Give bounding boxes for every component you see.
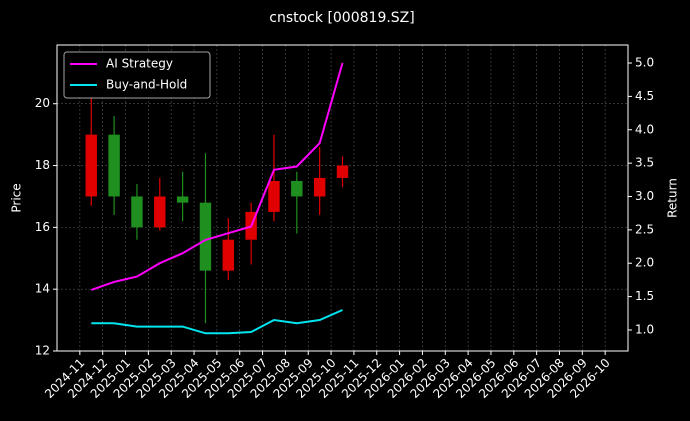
y2-tick-label: 5.0 xyxy=(635,56,654,70)
legend-label: Buy-and-Hold xyxy=(106,78,187,92)
candle-body xyxy=(176,196,189,203)
legend: AI Strategy Buy-and-Hold xyxy=(63,51,211,99)
legend-box xyxy=(63,51,211,99)
y2-tick-label: 3.0 xyxy=(635,189,654,203)
chart-title: cnstock [000819.SZ] xyxy=(269,10,414,26)
y-tick-label: 12 xyxy=(35,344,50,358)
y2-tick-label: 2.0 xyxy=(635,256,654,270)
plot-frame xyxy=(56,44,629,352)
candle-body xyxy=(199,202,212,271)
candle-body xyxy=(85,134,97,197)
candle-body xyxy=(268,181,280,212)
y-tick-label: 14 xyxy=(35,282,50,296)
candle-body xyxy=(222,239,235,271)
candle-body xyxy=(336,165,349,178)
y2-axis-label: Return xyxy=(666,178,680,218)
y-axis-label: Price xyxy=(10,183,24,212)
line-series xyxy=(90,62,344,291)
y2-tick-label: 4.0 xyxy=(635,122,654,136)
candle-body xyxy=(154,196,166,228)
y2-tick-label: 3.5 xyxy=(635,156,654,170)
line-series xyxy=(91,309,343,335)
legend-label: AI Strategy xyxy=(106,57,173,71)
candle-body xyxy=(108,134,120,197)
candle-body xyxy=(313,177,326,197)
candle-body xyxy=(131,196,143,228)
y2-tick-label: 4.5 xyxy=(635,89,654,103)
y2-tick-label: 1.5 xyxy=(635,289,654,303)
candle-body xyxy=(291,181,303,197)
y2-tick-label: 1.0 xyxy=(635,322,654,336)
y-tick-label: 20 xyxy=(35,96,50,110)
y2-tick-label: 2.5 xyxy=(635,222,654,236)
y-tick-label: 18 xyxy=(35,158,50,172)
y-tick-label: 16 xyxy=(35,220,50,234)
